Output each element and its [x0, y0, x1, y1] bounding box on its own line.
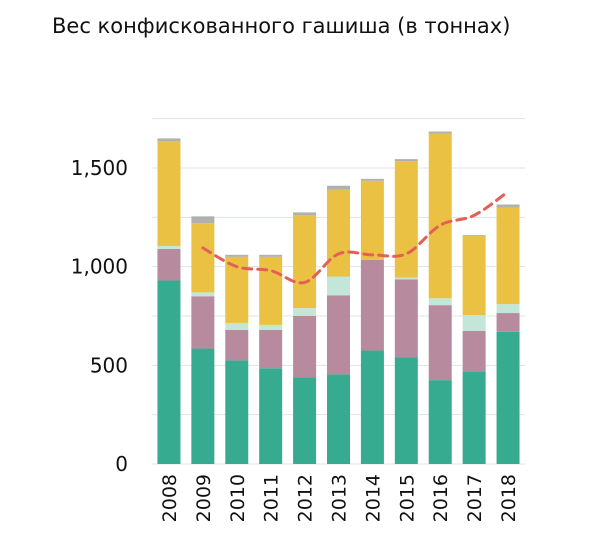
bar-segment-2008-4: [157, 141, 181, 246]
bar-segment-2008-3: [157, 245, 181, 249]
bar-segment-2010-1: [225, 360, 249, 464]
bar-segment-2017-4: [462, 236, 486, 316]
chart-title: Вес конфискованного гашиша (в тоннах): [52, 14, 511, 38]
bar-segment-2011-2: [259, 329, 283, 369]
x-axis-ticks: 2008 2009 2010 2011 2012 2013 2014 2015 2016 2017…: [159, 474, 520, 522]
y-tick-label: 1,000: [71, 255, 128, 279]
bar-segment-2015-3: [394, 277, 418, 280]
bar-segment-2010-4: [225, 256, 249, 323]
bar-segment-2016-1: [428, 380, 452, 464]
y-tick-label: 0: [115, 452, 128, 476]
bar-segment-2016-3: [428, 298, 452, 306]
bar-segment-2017-3: [462, 315, 486, 331]
bar-segment-2013-5: [327, 185, 350, 190]
bar-segment-2011-4: [259, 256, 283, 325]
bar-segment-2012-3: [293, 308, 317, 316]
y-axis-ticks: 0 500 1,000 1,500: [71, 156, 128, 476]
y-tick-label: 1,500: [71, 156, 128, 180]
x-tick-label-2015: 2015: [396, 474, 418, 522]
bar-segment-2017-5: [462, 235, 486, 237]
x-tick-label-2016: 2016: [430, 474, 452, 522]
x-tick-label-2017: 2017: [464, 474, 486, 522]
bar-segment-2014-5: [360, 178, 384, 181]
bar-segment-2017-2: [462, 330, 486, 372]
x-tick-label-2014: 2014: [362, 474, 384, 522]
bar-segment-2014-2: [360, 259, 384, 351]
bar-segment-2016-5: [428, 131, 452, 134]
bar-segment-2014-1: [360, 350, 384, 464]
bar-segment-2015-4: [394, 161, 418, 278]
trend-line: [201, 190, 510, 285]
bar-segment-2009-5: [191, 216, 215, 224]
bar-segment-2017-1: [462, 371, 486, 464]
x-tick-label-2013: 2013: [329, 474, 351, 522]
bar-segment-2013-4: [327, 189, 350, 277]
bar-segment-2009-1: [191, 348, 215, 464]
x-tick-label-2012: 2012: [295, 474, 317, 522]
bar-segment-2012-5: [293, 212, 317, 216]
bar-segment-2012-1: [293, 377, 317, 464]
bar-segment-2015-1: [394, 357, 418, 464]
bar-segment-2012-2: [293, 316, 317, 378]
bar-segment-2012-4: [293, 215, 317, 309]
bar-segment-2009-2: [191, 296, 215, 349]
x-tick-label-2010: 2010: [227, 474, 249, 522]
x-tick-label-2008: 2008: [159, 474, 181, 522]
trend-layer: [201, 190, 510, 285]
bar-segment-2013-1: [327, 374, 350, 464]
bars-layer: [157, 131, 520, 464]
bar-segment-2011-5: [259, 254, 283, 257]
bar-segment-2018-2: [496, 313, 520, 332]
y-tick-label: 500: [90, 353, 128, 377]
bar-segment-2018-4: [496, 207, 520, 305]
bar-segment-2009-3: [191, 292, 215, 297]
bar-segment-2015-5: [394, 159, 418, 162]
bar-segment-2008-2: [157, 248, 181, 281]
bar-segment-2015-2: [394, 279, 418, 358]
bar-segment-2010-3: [225, 322, 249, 330]
bar-segment-2011-3: [259, 324, 283, 330]
bar-segment-2011-1: [259, 368, 283, 464]
bar-segment-2016-2: [428, 305, 452, 381]
bar-segment-2013-2: [327, 295, 350, 375]
bar-segment-2018-1: [496, 331, 520, 464]
bar-segment-2010-5: [225, 254, 249, 257]
bar-segment-2014-4: [360, 180, 384, 260]
bar-segment-2016-4: [428, 133, 452, 299]
x-tick-label-2009: 2009: [193, 474, 215, 522]
bar-segment-2013-3: [327, 276, 350, 296]
bar-segment-2008-1: [157, 280, 181, 464]
bar-segment-2018-3: [496, 304, 520, 314]
bar-segment-2008-5: [157, 138, 181, 142]
x-tick-label-2011: 2011: [261, 474, 283, 522]
bar-segment-2009-4: [191, 223, 215, 293]
x-tick-label-2018: 2018: [498, 474, 520, 522]
bar-segment-2010-2: [225, 329, 249, 361]
bar-segment-2018-5: [496, 204, 520, 208]
